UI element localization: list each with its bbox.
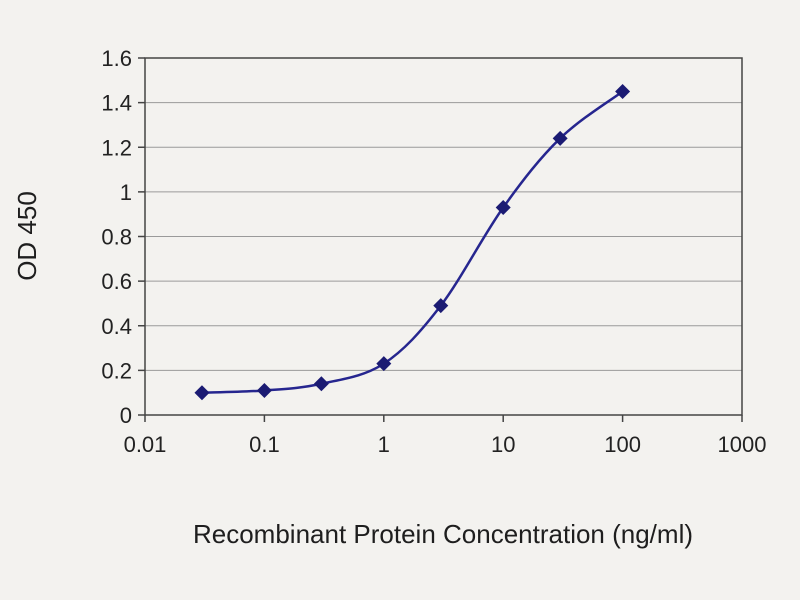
data-point-marker xyxy=(194,385,210,401)
x-tick-label: 10 xyxy=(491,432,515,457)
data-point-marker xyxy=(313,376,329,392)
x-tick-label: 1000 xyxy=(718,432,767,457)
y-tick-label: 0 xyxy=(120,403,132,428)
y-tick-label: 1.6 xyxy=(101,46,132,71)
x-tick-label: 0.01 xyxy=(124,432,167,457)
data-series-line xyxy=(201,90,624,394)
gridlines xyxy=(145,102,742,371)
data-point-marker xyxy=(256,382,272,398)
data-point-markers xyxy=(194,83,631,401)
y-tick-label: 0.8 xyxy=(101,225,132,250)
x-axis-label: Recombinant Protein Concentration (ng/ml… xyxy=(193,519,693,549)
data-point-marker xyxy=(376,356,392,372)
data-point-marker xyxy=(495,199,511,215)
y-tick-label: 1.4 xyxy=(101,91,132,116)
y-tick-label: 0.6 xyxy=(101,269,132,294)
axis-tick-marks xyxy=(138,57,743,422)
data-point-marker xyxy=(615,83,631,99)
y-tick-label: 0.2 xyxy=(101,358,132,383)
y-axis-tick-labels: 0 0.2 0.4 0.6 0.8 1 1.2 1.4 1.6 xyxy=(101,46,132,428)
y-tick-label: 0.4 xyxy=(101,314,132,339)
data-point-marker xyxy=(552,130,568,146)
y-tick-label: 1.2 xyxy=(101,135,132,160)
data-point-marker xyxy=(433,298,449,314)
x-axis-tick-labels: 0.01 0.1 1 10 100 1000 xyxy=(124,432,767,457)
x-tick-label: 0.1 xyxy=(249,432,280,457)
y-tick-label: 1 xyxy=(120,180,132,205)
x-tick-label: 1 xyxy=(378,432,390,457)
x-tick-label: 100 xyxy=(604,432,641,457)
y-axis-label: OD 450 xyxy=(12,191,42,281)
